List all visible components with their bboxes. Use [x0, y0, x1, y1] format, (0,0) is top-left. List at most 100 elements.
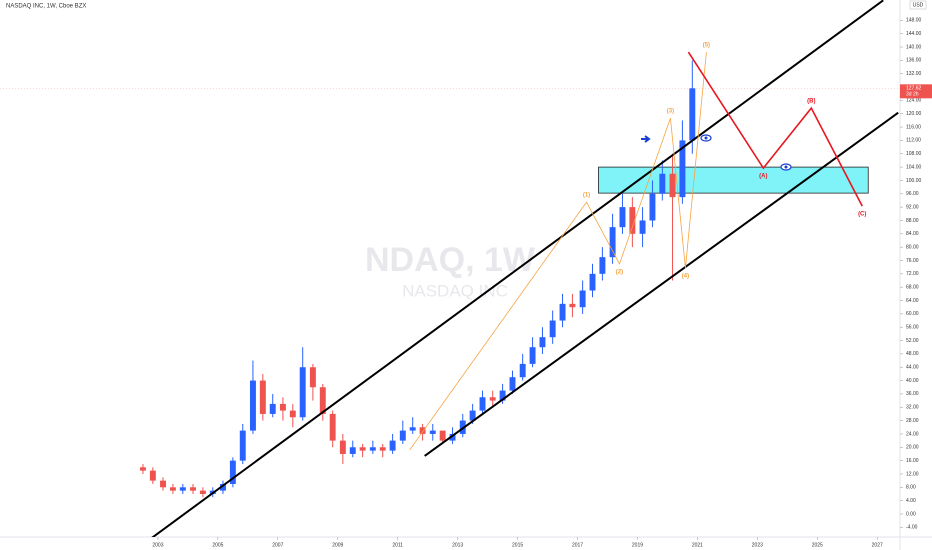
candle-body [679, 140, 686, 198]
plot [139, 0, 899, 537]
candle-body [609, 227, 616, 258]
candle-body [469, 410, 476, 421]
x-tick-label: 2003 [152, 542, 163, 548]
channel-line [151, 0, 884, 537]
candle-body [659, 173, 666, 194]
header: NASDAQ INC, 1W, Cboe BZX [6, 4, 86, 10]
y-tick-label: 84.00 [906, 231, 919, 237]
countdown: 3d 2h [906, 92, 919, 98]
candle-body [409, 427, 416, 431]
candle-body [239, 430, 246, 461]
eye-pupil [784, 165, 788, 169]
candle-body [509, 377, 516, 391]
x-tick-label: 2013 [452, 542, 463, 548]
candle-body [329, 413, 336, 441]
candle-body [179, 487, 186, 491]
x-tick-label: 2007 [272, 542, 283, 548]
candle-body [349, 447, 356, 454]
y-tick-label: 132.00 [906, 71, 922, 77]
y-tick-label: 8.00 [906, 485, 916, 491]
candle-body [299, 367, 306, 418]
y-tick-label: 96.00 [906, 191, 919, 197]
y-tick-label: 92.00 [906, 204, 919, 210]
y-tick-label: 76.00 [906, 258, 919, 264]
candle-body [649, 193, 656, 221]
candle-body [269, 403, 276, 414]
y-tick-label: 104.00 [906, 164, 922, 170]
candle-body [389, 440, 396, 451]
candle-body [359, 447, 366, 451]
candle-body [319, 387, 326, 414]
x-tick-label: 2021 [692, 542, 703, 548]
candle-body [569, 303, 576, 308]
last-price-label: 127.62 [906, 86, 922, 92]
y-tick-label: 136.00 [906, 58, 922, 64]
candle-body [429, 430, 436, 434]
x-tick-label: 2019 [632, 542, 643, 548]
x-tick-label: 2017 [572, 542, 583, 548]
wave-label: (3) [667, 109, 674, 115]
candle-body [639, 220, 646, 234]
currency-box[interactable] [909, 0, 927, 10]
candle-body [309, 367, 316, 388]
candle-body [529, 347, 536, 364]
wave-label: (C) [858, 212, 866, 218]
candle-body [379, 447, 386, 451]
y-tick-label: -4.00 [906, 525, 918, 531]
y-tick-label: 36.00 [906, 391, 919, 397]
eye-pupil [704, 136, 708, 140]
y-tick-label: 124.00 [906, 98, 922, 104]
candle-body [669, 173, 676, 198]
candle-body [579, 290, 586, 308]
y-tick-label: 148.00 [906, 18, 922, 24]
candle-body [139, 467, 146, 471]
candle-body [689, 88, 696, 141]
candle-body [619, 207, 626, 228]
channel-line [424, 111, 899, 457]
y-tick-label: 80.00 [906, 244, 919, 250]
candle-body [160, 480, 167, 488]
y-tick-label: 108.00 [906, 151, 922, 157]
candle-body [589, 273, 596, 291]
x-tick-label: 2025 [812, 542, 823, 548]
wave-label: (A) [759, 174, 767, 180]
y-tick-label: 20.00 [906, 445, 919, 451]
candle-body [539, 337, 546, 348]
candle-body [419, 427, 426, 434]
candle-body [399, 430, 406, 441]
candle-body [599, 257, 606, 274]
candle-body [220, 483, 226, 491]
last-price-tag [900, 84, 932, 99]
x-tick-label: 2011 [392, 542, 403, 548]
currency: USD [913, 2, 924, 8]
y-tick-label: 52.00 [906, 338, 919, 344]
wave-label: (4) [682, 274, 689, 280]
candle-body [449, 433, 456, 441]
y-tick-label: 112.00 [906, 138, 921, 144]
x-tick-label: 2009 [332, 542, 343, 548]
candle-body [629, 207, 636, 234]
y-tick-label: 100.00 [906, 178, 922, 184]
wave-line [687, 51, 863, 207]
y-tick-label: 24.00 [906, 431, 919, 437]
y-tick-label: 56.00 [906, 325, 919, 331]
wave-label: (1) [583, 193, 590, 199]
candle-body [489, 397, 496, 401]
x-tick-label: 2005 [212, 542, 223, 548]
x-tick-label: 2015 [512, 542, 523, 548]
candle-body [479, 397, 486, 411]
y-tick-label: 72.00 [906, 271, 919, 277]
candle-body [559, 303, 566, 321]
candle-body [289, 410, 296, 418]
candle-body [259, 380, 266, 414]
candle-body [279, 403, 286, 411]
y-tick-label: 44.00 [906, 365, 919, 371]
candle-body [190, 487, 196, 491]
y-tick-label: 48.00 [906, 351, 919, 357]
wave-line [409, 51, 707, 451]
watermark-subtitle: NASDAQ INC [402, 281, 508, 300]
candle-body [149, 470, 156, 481]
y-tick-label: 140.00 [906, 44, 922, 50]
